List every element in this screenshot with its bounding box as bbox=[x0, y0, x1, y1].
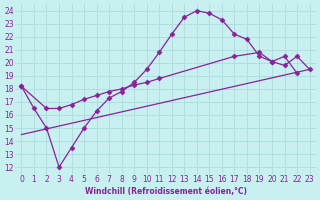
X-axis label: Windchill (Refroidissement éolien,°C): Windchill (Refroidissement éolien,°C) bbox=[84, 187, 246, 196]
